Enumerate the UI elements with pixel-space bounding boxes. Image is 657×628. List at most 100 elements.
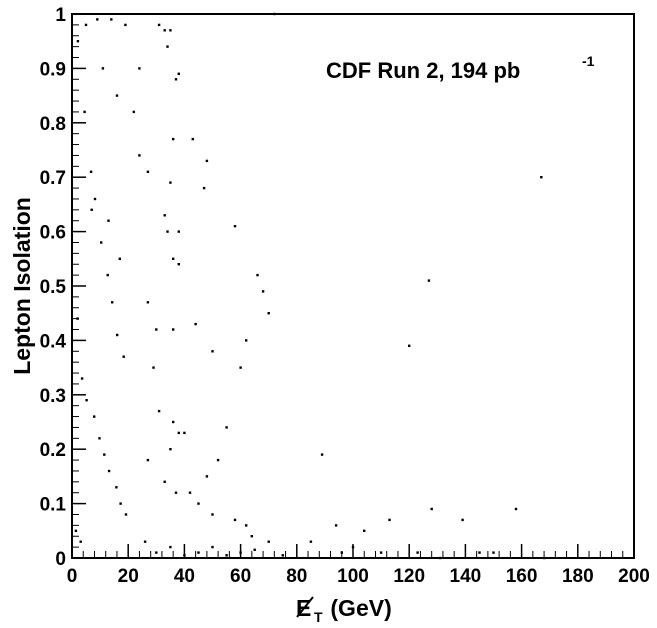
data-point	[166, 45, 169, 48]
data-point	[152, 366, 155, 369]
x-axis-title-slash	[296, 596, 314, 618]
data-point	[250, 535, 253, 538]
data-point	[169, 545, 172, 549]
data-point	[233, 225, 237, 228]
data-point	[89, 170, 93, 173]
data-point	[183, 431, 186, 435]
y-tick-label: 0.2	[40, 440, 66, 461]
data-point	[239, 366, 242, 369]
data-point	[146, 301, 150, 304]
data-point	[245, 339, 248, 342]
y-tick-label: 0.1	[40, 495, 67, 516]
y-tick-label: 0.5	[40, 277, 67, 298]
data-point	[211, 545, 214, 549]
data-point	[85, 399, 88, 402]
data-point	[197, 502, 200, 505]
y-tick-label: 0.8	[40, 114, 66, 135]
x-axis-title-unit: (GeV)	[324, 595, 392, 621]
data-point	[172, 257, 175, 260]
data-point	[177, 72, 180, 75]
data-point	[116, 333, 119, 337]
data-point	[172, 137, 175, 141]
data-point	[478, 551, 481, 554]
y-tick-label: 0.3	[40, 386, 66, 407]
data-point	[225, 426, 228, 429]
data-point	[205, 475, 209, 478]
data-point	[216, 458, 220, 462]
x-tick-label: 80	[286, 566, 307, 587]
x-tick-label: 160	[506, 566, 538, 587]
y-tick-label: 0.7	[40, 168, 66, 189]
data-point	[177, 431, 180, 435]
data-point	[169, 181, 172, 184]
data-point	[84, 23, 88, 27]
data-point	[309, 540, 313, 543]
data-point	[138, 67, 141, 70]
data-point	[172, 328, 175, 331]
y-axis-title: Lepton Isolation	[9, 197, 35, 375]
data-point	[155, 551, 158, 554]
x-tick-label: 20	[118, 566, 139, 587]
data-point	[111, 301, 114, 304]
data-point	[194, 322, 197, 326]
data-point	[177, 230, 180, 233]
data-point	[124, 513, 128, 516]
data-point	[540, 176, 543, 179]
x-axis-title-subscript: T	[314, 609, 323, 625]
data-point	[205, 159, 209, 163]
data-point	[79, 540, 82, 543]
plot-background	[72, 14, 634, 558]
data-point	[174, 491, 178, 494]
data-point	[163, 29, 166, 32]
data-point	[157, 23, 161, 27]
data-point	[124, 23, 127, 27]
y-tick-label: 0.6	[40, 223, 66, 244]
data-point	[138, 154, 141, 157]
data-point	[115, 486, 118, 489]
data-point	[191, 137, 194, 141]
data-point	[93, 415, 96, 418]
x-tick-label: 140	[450, 566, 482, 587]
data-point	[202, 186, 206, 190]
x-tick-label: 60	[230, 566, 251, 587]
data-point	[174, 78, 178, 81]
data-point	[169, 448, 172, 451]
data-point	[514, 507, 518, 511]
data-point	[492, 551, 495, 554]
y-tick-label: 0.4	[40, 331, 67, 352]
x-axis-title: E T (GeV)	[296, 595, 392, 625]
data-point	[98, 437, 101, 440]
y-tick-label: 1	[55, 5, 66, 26]
data-point	[261, 290, 265, 293]
data-point	[281, 554, 284, 557]
data-point	[166, 230, 169, 233]
data-point	[245, 524, 248, 527]
data-point	[163, 480, 166, 483]
run-annotation-superscript: -1	[582, 53, 595, 69]
run-annotation: CDF Run 2, 194 pb	[326, 58, 520, 83]
y-tick-label: 0	[55, 549, 66, 570]
x-axis-ticks: 0 20 40 60 80 100 120 140 160 180 200	[67, 544, 650, 587]
data-point	[118, 257, 121, 260]
data-point	[110, 18, 113, 21]
data-point	[74, 529, 78, 532]
data-point	[416, 551, 419, 554]
data-point	[101, 67, 105, 70]
data-point	[80, 377, 84, 380]
data-point	[430, 507, 433, 511]
data-point	[93, 197, 97, 201]
data-point	[408, 344, 411, 347]
data-point	[163, 214, 166, 217]
x-tick-label: 180	[562, 566, 594, 587]
data-point	[96, 18, 99, 21]
data-point	[388, 518, 391, 522]
data-point	[157, 409, 161, 413]
data-point	[211, 513, 214, 516]
data-point	[122, 355, 125, 358]
data-point	[107, 219, 110, 222]
data-point	[132, 110, 135, 114]
data-point	[177, 263, 180, 266]
data-point	[169, 29, 172, 32]
data-point	[379, 551, 383, 554]
